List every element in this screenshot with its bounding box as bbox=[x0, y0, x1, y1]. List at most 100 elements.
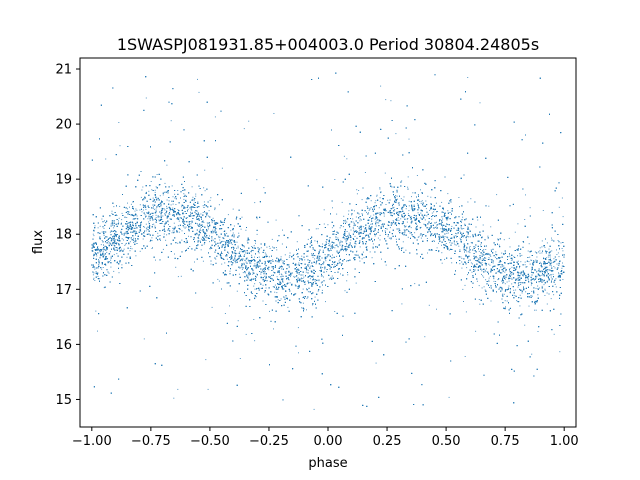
data-point bbox=[404, 233, 406, 235]
data-point bbox=[164, 214, 166, 216]
data-point bbox=[501, 252, 503, 254]
data-point bbox=[449, 242, 451, 244]
data-point bbox=[410, 221, 412, 223]
data-point bbox=[445, 243, 447, 244]
data-point bbox=[495, 281, 497, 282]
data-point bbox=[152, 215, 154, 217]
data-point bbox=[224, 233, 225, 235]
data-point bbox=[557, 264, 559, 266]
data-point bbox=[445, 230, 447, 232]
data-point bbox=[558, 256, 560, 258]
data-point bbox=[386, 228, 388, 230]
data-point bbox=[508, 276, 510, 278]
data-point bbox=[480, 244, 482, 246]
data-point bbox=[214, 209, 216, 211]
data-point bbox=[94, 268, 96, 270]
data-point bbox=[559, 351, 561, 353]
data-point bbox=[205, 359, 207, 361]
data-point bbox=[433, 241, 435, 242]
data-point bbox=[329, 247, 331, 249]
data-point bbox=[491, 268, 493, 270]
data-point bbox=[358, 213, 360, 215]
data-point bbox=[150, 181, 152, 182]
data-point bbox=[478, 285, 480, 287]
data-point bbox=[402, 247, 404, 249]
data-point bbox=[449, 228, 451, 230]
data-point bbox=[121, 219, 123, 221]
data-point bbox=[342, 226, 344, 228]
data-point bbox=[224, 262, 226, 264]
data-point bbox=[334, 179, 336, 180]
data-point bbox=[153, 206, 154, 208]
data-point bbox=[253, 285, 255, 287]
data-point bbox=[343, 235, 344, 237]
data-point bbox=[344, 290, 346, 292]
data-point bbox=[370, 200, 372, 202]
data-point bbox=[97, 330, 98, 332]
data-point bbox=[524, 261, 526, 263]
data-point bbox=[152, 224, 154, 226]
data-point bbox=[168, 200, 170, 202]
data-point bbox=[465, 255, 467, 257]
data-point bbox=[140, 228, 142, 230]
data-point bbox=[259, 282, 261, 284]
data-point bbox=[444, 214, 446, 216]
data-point bbox=[347, 248, 348, 250]
data-point bbox=[119, 145, 121, 147]
data-point bbox=[93, 255, 95, 257]
data-point bbox=[150, 217, 152, 219]
data-point bbox=[428, 228, 430, 230]
data-point bbox=[487, 252, 489, 254]
data-point bbox=[166, 234, 168, 236]
data-point bbox=[254, 263, 256, 265]
data-point bbox=[459, 206, 460, 208]
data-point bbox=[304, 259, 306, 261]
data-point bbox=[116, 247, 118, 249]
data-point bbox=[396, 198, 398, 200]
data-point bbox=[132, 218, 134, 220]
data-point bbox=[175, 266, 177, 268]
data-point bbox=[325, 242, 327, 244]
data-point bbox=[359, 257, 361, 259]
data-point bbox=[489, 258, 491, 260]
data-point bbox=[302, 280, 304, 282]
data-point bbox=[225, 242, 227, 244]
data-point bbox=[204, 239, 206, 241]
data-point bbox=[220, 253, 222, 255]
data-point bbox=[324, 268, 326, 270]
data-point bbox=[421, 192, 423, 193]
data-point bbox=[531, 353, 533, 355]
data-point bbox=[98, 263, 100, 265]
data-point bbox=[425, 208, 427, 210]
data-point bbox=[149, 240, 151, 242]
data-point bbox=[470, 242, 472, 244]
data-point bbox=[201, 224, 203, 226]
data-point bbox=[284, 297, 286, 299]
data-point bbox=[177, 242, 179, 244]
data-point bbox=[93, 278, 95, 280]
data-point bbox=[203, 187, 205, 189]
data-point bbox=[501, 288, 503, 290]
data-point bbox=[343, 155, 345, 157]
data-point bbox=[251, 280, 252, 282]
data-point bbox=[198, 91, 200, 93]
data-point bbox=[105, 222, 107, 223]
data-point bbox=[116, 239, 118, 240]
data-point bbox=[495, 251, 497, 253]
data-point bbox=[420, 212, 422, 214]
data-point bbox=[226, 255, 228, 257]
data-point bbox=[255, 242, 256, 244]
data-point bbox=[313, 408, 315, 410]
data-point bbox=[420, 237, 422, 239]
data-point bbox=[116, 248, 118, 250]
data-point bbox=[176, 218, 178, 220]
data-point bbox=[488, 263, 490, 265]
data-point bbox=[447, 193, 449, 195]
data-point bbox=[306, 288, 307, 290]
data-point bbox=[169, 208, 171, 210]
data-point bbox=[295, 271, 297, 272]
data-point bbox=[415, 223, 417, 225]
data-point bbox=[319, 246, 321, 247]
data-point bbox=[461, 221, 462, 223]
data-point bbox=[135, 208, 137, 210]
